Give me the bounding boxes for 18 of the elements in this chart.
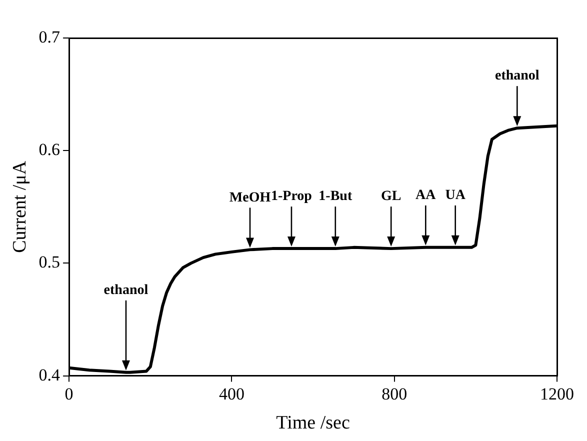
y-tick-label: 0.4 bbox=[38, 365, 61, 384]
x-tick-label: 0 bbox=[64, 384, 74, 404]
annotation: 1-Prop bbox=[270, 189, 312, 204]
x-tick-label: 800 bbox=[382, 384, 408, 404]
annotation: UA bbox=[445, 188, 466, 204]
x-axis-title: Time /sec bbox=[276, 412, 350, 434]
y-tick-label: 0.5 bbox=[38, 252, 60, 272]
annotation: 1-But bbox=[318, 189, 352, 204]
y-tick-label: 0.6 bbox=[38, 140, 60, 160]
y-axis-title: Current /μA bbox=[9, 160, 30, 253]
y-tick-label: 0.7 bbox=[38, 27, 61, 46]
annotation: MeOH bbox=[229, 190, 271, 206]
annotation: ethanol bbox=[104, 283, 148, 298]
annotation: GL bbox=[380, 189, 402, 204]
x-tick-label: 400 bbox=[218, 384, 244, 404]
annotation: ethanol bbox=[494, 68, 540, 84]
x-tick-label: 1200 bbox=[540, 384, 574, 404]
annotation: AA bbox=[416, 188, 437, 204]
